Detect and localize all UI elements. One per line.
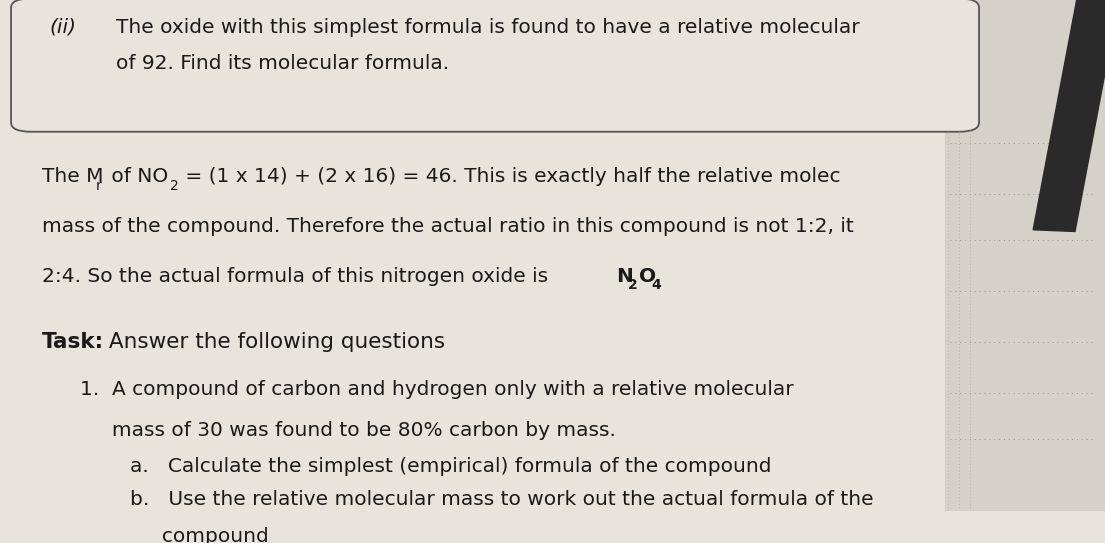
Text: of 92. Find its molecular formula.: of 92. Find its molecular formula.: [116, 54, 449, 73]
Text: 2: 2: [170, 179, 179, 193]
Text: The M: The M: [42, 167, 104, 186]
Text: compound: compound: [130, 527, 270, 543]
Text: Answer the following questions: Answer the following questions: [102, 332, 445, 352]
Text: N: N: [615, 267, 633, 286]
Text: b.   Use the relative molecular mass to work out the actual formula of the: b. Use the relative molecular mass to wo…: [130, 490, 874, 509]
Bar: [1033, 0, 1105, 231]
Text: O: O: [639, 267, 656, 286]
Text: r: r: [96, 179, 102, 193]
Text: The oxide with this simplest formula is found to have a relative molecular: The oxide with this simplest formula is …: [116, 18, 860, 37]
Text: 2:4. So the actual formula of this nitrogen oxide is: 2:4. So the actual formula of this nitro…: [42, 267, 555, 286]
Text: 2: 2: [628, 278, 638, 292]
Text: Task:: Task:: [42, 332, 104, 352]
Text: 1.  A compound of carbon and hydrogen only with a relative molecular: 1. A compound of carbon and hydrogen onl…: [80, 381, 793, 400]
Text: mass of 30 was found to be 80% carbon by mass.: mass of 30 was found to be 80% carbon by…: [80, 421, 615, 440]
Bar: [945, 0, 1105, 510]
Text: = (1 x 14) + (2 x 16) = 46. This is exactly half the relative molec: = (1 x 14) + (2 x 16) = 46. This is exac…: [179, 167, 840, 186]
Text: of NO: of NO: [105, 167, 168, 186]
Text: (ii): (ii): [50, 18, 76, 37]
Text: 4: 4: [651, 278, 661, 292]
Text: a.   Calculate the simplest (empirical) formula of the compound: a. Calculate the simplest (empirical) fo…: [130, 457, 772, 476]
FancyBboxPatch shape: [11, 0, 979, 132]
Text: mass of the compound. Therefore the actual ratio in this compound is not 1:2, it: mass of the compound. Therefore the actu…: [42, 217, 854, 236]
